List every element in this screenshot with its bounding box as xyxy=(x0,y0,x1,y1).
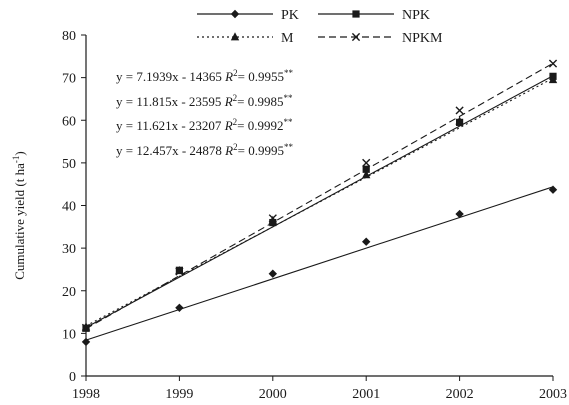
equation-formula: y = 11.815x - 23595 xyxy=(116,94,225,109)
data-point-npkm xyxy=(175,267,184,276)
x-tick-label: 2002 xyxy=(446,387,474,402)
data-markers xyxy=(81,59,558,347)
equation-r-value: = 0.9955 xyxy=(238,69,284,84)
equation-formula: y = 11.621x - 23207 xyxy=(116,118,225,133)
equation-1: y = 7.1939x - 14365 R2= 0.9955** xyxy=(116,68,293,84)
trend-lines xyxy=(85,62,554,341)
data-point-npk xyxy=(362,165,370,173)
y-tick-label: 40 xyxy=(62,200,76,215)
legend-marker-pk xyxy=(230,9,240,19)
equation-r-value: = 0.9995 xyxy=(238,143,284,158)
equation-significance: ** xyxy=(284,142,294,152)
legend-label-npkm: NPKM xyxy=(402,31,443,46)
y-tick-label: 60 xyxy=(62,114,76,129)
legend-marker-m xyxy=(230,32,240,41)
data-point-npkm xyxy=(548,59,558,68)
equation-significance: ** xyxy=(283,117,293,127)
equation-r-label: R xyxy=(224,69,233,84)
equation-2: y = 11.815x - 23595 R2= 0.9985** xyxy=(116,93,293,109)
legend-marker-npk xyxy=(352,10,360,18)
y-tick-label: 10 xyxy=(62,327,76,342)
equation-4: y = 12.457x - 24878 R2= 0.9995** xyxy=(116,142,293,158)
y-axis-ticks: 0 10 20 30 40 50 60 70 80 xyxy=(62,29,86,385)
equation-significance: ** xyxy=(284,68,294,78)
y-tick-label: 50 xyxy=(62,157,76,172)
y-axis-title-tail: ) xyxy=(12,151,27,155)
trend-line-m xyxy=(85,77,554,327)
data-point-pk xyxy=(81,337,91,347)
trend-line-pk xyxy=(85,186,554,341)
equation-r-exponent: 2 xyxy=(233,117,238,127)
legend: PK NPKM NPKM xyxy=(197,8,443,46)
y-axis-title-main: Cumulative yield (t ha xyxy=(12,163,27,280)
y-tick-label: 20 xyxy=(62,285,76,300)
equation-r-label: R xyxy=(224,94,233,109)
data-point-m xyxy=(455,116,464,125)
trend-line-npkm xyxy=(85,62,554,330)
equation-significance: ** xyxy=(283,93,293,103)
legend-label-m: M xyxy=(281,31,294,46)
equation-r-exponent: 2 xyxy=(233,93,238,103)
data-point-pk xyxy=(362,237,371,246)
legend-label-pk: PK xyxy=(281,8,299,23)
axes xyxy=(85,35,553,377)
data-point-m xyxy=(268,215,277,224)
trend-line-npk xyxy=(85,75,554,329)
regression-equations: y = 7.1939x - 14365 R2= 0.9955**y = 11.8… xyxy=(116,68,293,158)
x-tick-label: 2000 xyxy=(259,387,287,402)
equation-3: y = 11.621x - 23207 R2= 0.9992** xyxy=(116,117,293,133)
x-tick-label: 2003 xyxy=(539,387,567,402)
x-tick-label: 2001 xyxy=(352,387,380,402)
y-axis-title-superscript: -1 xyxy=(11,156,21,164)
data-point-m xyxy=(175,266,184,275)
equation-r-label: R xyxy=(224,118,233,133)
data-point-m xyxy=(548,75,558,84)
equation-r-label: R xyxy=(224,143,233,158)
x-tick-label: 1999 xyxy=(165,387,193,402)
equation-r-value: = 0.9985 xyxy=(237,94,283,109)
legend-label-npk: NPK xyxy=(402,8,430,23)
equation-r-exponent: 2 xyxy=(233,142,238,152)
data-point-m xyxy=(81,322,91,331)
data-point-npkm xyxy=(362,158,371,167)
y-tick-label: 0 xyxy=(69,370,76,385)
data-point-pk xyxy=(548,185,558,194)
data-point-npkm xyxy=(455,106,464,115)
data-point-m xyxy=(362,170,371,179)
legend-marker-npkm xyxy=(351,32,361,42)
x-tick-label: 1998 xyxy=(72,387,100,402)
x-axis-ticks: 1998 1999 2000 2001 2002 2003 xyxy=(72,376,567,402)
y-axis-title: Cumulative yield (t ha-1) xyxy=(11,151,27,279)
y-tick-label: 70 xyxy=(62,72,76,87)
data-point-pk xyxy=(175,303,184,312)
y-tick-label: 80 xyxy=(62,29,76,44)
data-point-pk xyxy=(268,269,277,278)
y-tick-label: 30 xyxy=(62,242,76,257)
equation-formula: y = 7.1939x - 14365 xyxy=(116,69,225,84)
equation-r-exponent: 2 xyxy=(233,68,238,78)
data-point-npkm xyxy=(81,323,91,332)
equation-formula: y = 12.457x - 24878 xyxy=(116,143,225,158)
equation-r-value: = 0.9992 xyxy=(237,118,283,133)
data-point-pk xyxy=(455,209,464,219)
data-point-npkm xyxy=(268,214,277,223)
